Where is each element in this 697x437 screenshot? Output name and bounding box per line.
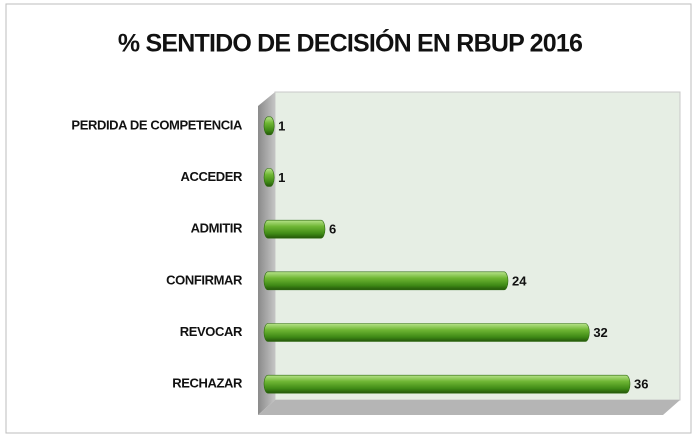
bar [263,168,275,187]
floor [258,400,680,415]
bar [263,219,326,239]
category-label: RECHAZAR [172,376,243,391]
value-label: 32 [593,325,607,340]
bar [263,374,631,394]
category-label: CONFIRMAR [166,272,243,287]
value-label: 24 [512,273,527,288]
value-label: 1 [278,170,285,185]
category-label: ACCEDER [181,169,243,184]
value-label: 1 [278,118,285,133]
category-label: PERDIDA DE COMPETENCIA [71,117,243,132]
chart-title: % SENTIDO DE DECISIÓN EN RBUP 2016 [118,28,582,58]
back-wall [274,91,681,401]
bar [263,271,509,291]
bar [263,323,590,342]
value-label: 6 [329,222,336,237]
bar [263,116,275,136]
value-label: 36 [634,377,648,392]
category-label: REVOCAR [180,324,243,339]
side-wall [258,92,275,415]
category-label: ADMITIR [191,221,243,236]
